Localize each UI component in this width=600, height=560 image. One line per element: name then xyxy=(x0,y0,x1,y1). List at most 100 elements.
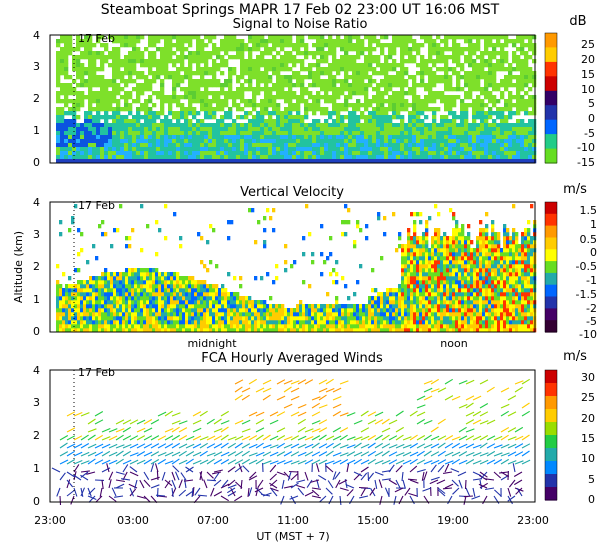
snr-cell xyxy=(76,147,81,152)
vv-cell xyxy=(221,312,225,317)
snr-cell xyxy=(216,135,221,140)
vv-cell xyxy=(212,288,216,293)
snr-cell xyxy=(368,103,373,108)
snr-cell xyxy=(444,59,449,64)
snr-cell xyxy=(180,135,185,140)
snr-cell xyxy=(284,55,289,60)
vv-cell xyxy=(446,276,450,281)
vv-cell xyxy=(191,284,195,289)
snr-cell xyxy=(480,99,485,104)
vv-cell xyxy=(392,316,396,321)
vv-cell xyxy=(272,320,276,325)
snr-cell xyxy=(396,63,401,68)
snr-cell xyxy=(100,55,105,60)
vv-cell xyxy=(149,276,153,281)
snr-cell xyxy=(280,119,285,124)
vv-cell xyxy=(257,304,261,309)
vv-cell xyxy=(65,296,69,301)
snr-cell xyxy=(180,159,185,164)
vv-cell xyxy=(440,328,444,333)
vv-cell xyxy=(131,292,135,297)
vv-cell xyxy=(239,320,243,325)
snr-cell xyxy=(236,75,241,80)
snr-cell xyxy=(396,99,401,104)
vv-cell xyxy=(146,312,150,317)
snr-cell xyxy=(516,139,521,144)
snr-cell xyxy=(264,155,269,160)
snr-cell xyxy=(80,135,85,140)
snr-cell xyxy=(108,55,113,60)
snr-cell xyxy=(64,123,69,128)
snr-cell xyxy=(224,127,229,132)
snr-cell xyxy=(496,143,501,148)
snr-cell xyxy=(156,151,161,156)
snr-cell xyxy=(388,131,393,136)
snr-cell xyxy=(312,99,317,104)
vv-cell xyxy=(302,316,306,321)
snr-cell xyxy=(232,39,237,44)
snr-cell xyxy=(532,79,537,84)
snr-cell xyxy=(352,75,357,80)
vv-cell xyxy=(299,324,303,329)
snr-cell xyxy=(212,91,217,96)
snr-cell xyxy=(464,79,469,84)
snr-cell xyxy=(456,143,461,148)
snr-cell xyxy=(480,103,485,108)
vv-cell xyxy=(314,320,318,325)
snr-cell xyxy=(376,83,381,88)
vv-cell xyxy=(83,324,87,329)
vv-cell xyxy=(128,308,132,313)
snr-cell xyxy=(88,147,93,152)
snr-cell xyxy=(456,151,461,156)
vv-cell xyxy=(443,236,447,241)
vv-cell xyxy=(437,240,441,245)
snr-cell xyxy=(356,71,361,76)
vv-cell xyxy=(263,328,267,333)
snr-cell xyxy=(116,63,121,68)
snr-cell xyxy=(500,147,505,152)
snr-cell xyxy=(60,155,65,160)
snr-cell xyxy=(352,63,357,68)
snr-cell xyxy=(480,123,485,128)
snr-cell xyxy=(336,119,341,124)
vv-cell xyxy=(410,304,414,309)
vv-cell xyxy=(131,280,135,285)
vv-cell xyxy=(311,320,315,325)
vv-cell xyxy=(350,308,354,313)
vv-cell xyxy=(404,256,408,261)
snr-cell xyxy=(300,35,305,40)
snr-cell xyxy=(476,67,481,72)
snr-cell xyxy=(224,59,229,64)
snr-cell xyxy=(484,155,489,160)
snr-cell xyxy=(356,155,361,160)
vv-cell xyxy=(206,292,210,297)
vv-cell xyxy=(134,304,138,309)
vv-cell xyxy=(113,320,117,325)
vv-cell xyxy=(290,312,294,317)
snr-cell xyxy=(392,151,397,156)
vv-cell xyxy=(149,300,153,305)
vv-cell xyxy=(224,292,228,297)
snr-cell xyxy=(472,67,477,72)
vv-cell xyxy=(185,288,189,293)
vv-cell xyxy=(422,276,426,281)
snr-cell xyxy=(448,151,453,156)
snr-cell xyxy=(120,71,125,76)
vv-cell xyxy=(413,304,417,309)
snr-cell xyxy=(116,155,121,160)
vv-cell xyxy=(128,244,132,249)
snr-cell xyxy=(148,35,153,40)
snr-cell xyxy=(316,63,321,68)
snr-cell xyxy=(336,39,341,44)
snr-cell xyxy=(228,47,233,52)
snr-cell xyxy=(236,79,241,84)
snr-cell xyxy=(268,147,273,152)
snr-cell xyxy=(72,155,77,160)
snr-cell xyxy=(200,99,205,104)
snr-cell xyxy=(216,159,221,164)
snr-cell xyxy=(384,135,389,140)
snr-cell xyxy=(72,123,77,128)
snr-cell xyxy=(396,139,401,144)
snr-cell xyxy=(252,67,257,72)
snr-cell xyxy=(416,151,421,156)
